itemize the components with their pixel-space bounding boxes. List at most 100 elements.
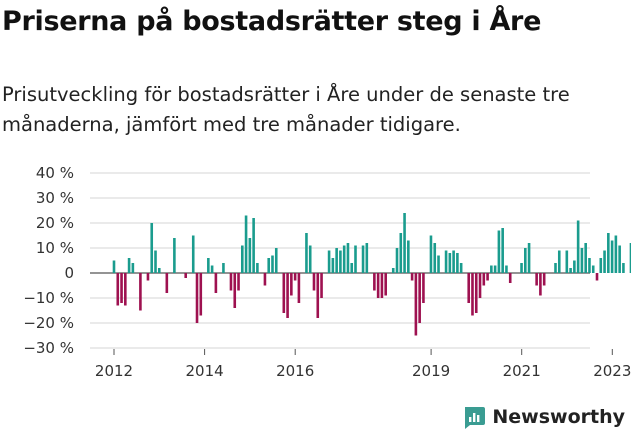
bar <box>365 243 369 273</box>
bar <box>173 238 176 273</box>
bar <box>490 265 493 273</box>
bar <box>195 273 199 323</box>
bar <box>146 273 150 281</box>
x-tick-label: 2019 <box>412 362 450 380</box>
bar <box>429 235 433 273</box>
newsworthy-logo-icon <box>465 407 486 429</box>
bar <box>622 263 625 273</box>
y-tick-label: −20 % <box>23 314 74 332</box>
bar <box>263 273 267 286</box>
bar <box>422 273 425 303</box>
x-tick-label: 2023 <box>593 362 631 380</box>
bar <box>335 248 338 273</box>
bar <box>237 273 240 291</box>
bar <box>312 273 316 291</box>
bar <box>501 228 504 273</box>
bar <box>603 250 606 273</box>
x-tick-label: 2021 <box>503 362 541 380</box>
bar <box>282 273 286 313</box>
chart-title: Priserna på bostadsrätter steg i Åre <box>2 6 542 37</box>
bar <box>248 238 252 273</box>
bar <box>614 235 618 273</box>
y-tick-label: −10 % <box>23 289 74 307</box>
bar <box>433 243 437 273</box>
bar <box>316 273 320 318</box>
bar <box>618 245 621 273</box>
bar <box>467 273 471 303</box>
bar <box>157 268 161 273</box>
y-axis-labels: 40 % 30 % 20 % 10 % 0 −10 % −20 % −30 % <box>23 164 74 357</box>
bar <box>376 273 380 298</box>
bar <box>456 253 459 273</box>
bar <box>610 240 614 273</box>
bar <box>591 265 595 273</box>
brand-logo: Newsworthy <box>462 405 625 429</box>
bar <box>342 245 346 273</box>
bar <box>410 273 414 281</box>
y-tick-label: −30 % <box>23 339 74 357</box>
bar <box>297 273 301 303</box>
bar <box>459 263 463 273</box>
bar <box>207 258 210 273</box>
y-tick-label: 30 % <box>36 189 74 207</box>
bar <box>497 230 501 273</box>
bar <box>127 258 131 273</box>
bar <box>346 243 350 273</box>
bar <box>437 255 440 273</box>
bar <box>482 273 486 286</box>
bar <box>554 263 557 273</box>
bar <box>565 250 569 273</box>
bar <box>452 250 455 273</box>
bar <box>320 273 323 298</box>
y-tick-label: 10 % <box>36 239 74 257</box>
bar <box>607 233 610 273</box>
bar <box>124 273 127 306</box>
bar <box>274 248 278 273</box>
bar <box>354 245 357 273</box>
bar <box>154 250 157 273</box>
bar <box>131 263 135 273</box>
bar <box>403 213 406 273</box>
bar <box>505 265 508 273</box>
bar <box>199 273 203 316</box>
bar <box>350 263 354 273</box>
bar <box>165 273 169 293</box>
y-tick-label: 40 % <box>36 164 74 182</box>
bar <box>361 245 365 273</box>
bar <box>448 253 452 273</box>
bar <box>595 273 599 281</box>
x-tick-label: 2014 <box>186 362 224 380</box>
bar <box>290 273 293 296</box>
bar <box>588 258 591 273</box>
y-tick-label: 20 % <box>36 214 74 232</box>
bar <box>293 273 297 281</box>
bar <box>139 273 142 311</box>
bar <box>271 255 274 273</box>
bar <box>508 273 512 283</box>
bar <box>327 250 331 273</box>
x-tick-label: 2012 <box>95 362 133 380</box>
bar <box>380 273 384 298</box>
bar <box>256 263 259 273</box>
bar <box>584 243 587 273</box>
bar <box>399 233 403 273</box>
bar <box>308 245 312 273</box>
bar <box>580 248 584 273</box>
y-tick-label: 0 <box>64 264 74 282</box>
bar <box>214 273 218 293</box>
x-axis: 2012201420162019202120232025 <box>95 349 631 380</box>
bar <box>150 223 154 273</box>
bar <box>486 273 489 281</box>
bar <box>373 273 376 291</box>
bar <box>339 250 342 273</box>
bar <box>444 250 448 273</box>
bar <box>184 273 187 278</box>
bar <box>478 273 482 298</box>
bar <box>229 273 233 291</box>
bar <box>116 273 120 306</box>
bar-series <box>112 213 631 336</box>
bar <box>112 260 116 273</box>
bar <box>557 250 561 273</box>
bar <box>407 240 410 273</box>
bar <box>252 218 255 273</box>
